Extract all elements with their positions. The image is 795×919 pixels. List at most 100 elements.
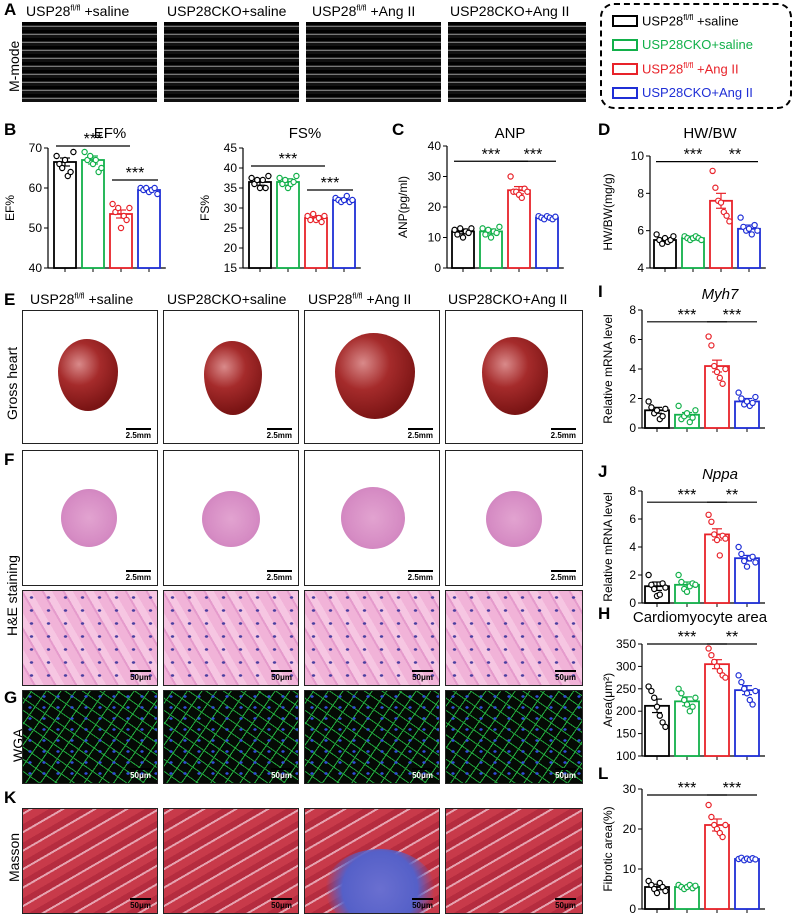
mmode-image-3 — [306, 22, 441, 102]
panel-label-b: B — [4, 120, 17, 139]
data-point — [59, 164, 66, 172]
chart-title: Cardiomyocyte area — [633, 609, 768, 626]
data-point — [126, 204, 133, 212]
y-tick-label: 20 — [224, 241, 238, 255]
y-tick-label: 60 — [29, 181, 43, 195]
data-point — [735, 543, 742, 551]
scale-bar: 2.5mm — [408, 570, 433, 582]
data-point — [738, 395, 745, 402]
data-point — [705, 801, 712, 809]
data-point — [751, 221, 758, 229]
data-point — [743, 690, 751, 697]
data-point — [307, 216, 314, 224]
scale-bar: 2.5mm — [267, 570, 292, 582]
data-point — [651, 694, 658, 701]
row-label-masson: Masson — [6, 832, 22, 882]
bar — [674, 700, 700, 757]
y-tick-label: 30 — [428, 170, 442, 184]
y-tick-label: 150 — [616, 727, 636, 741]
chart-title: HW/BW — [683, 125, 737, 142]
data-point — [321, 212, 328, 220]
chart-fibrotic: 0 10 20 30 Fibrotic area(%) *** *** — [601, 780, 765, 916]
y-tick-label: 0 — [629, 902, 636, 916]
data-point — [735, 672, 742, 679]
data-point — [738, 550, 745, 558]
data-point — [749, 553, 756, 561]
data-point — [67, 168, 74, 176]
he-section-image-3: 2.5mm — [304, 450, 440, 586]
y-axis-label: EF% — [3, 195, 17, 221]
chart-title: Myh7 — [702, 286, 739, 303]
data-point — [708, 518, 715, 526]
significance-label: ** — [729, 147, 741, 164]
legend-swatch-2 — [612, 38, 638, 51]
scale-bar: 2.5mm — [551, 428, 576, 440]
scale-bar: 50μm — [271, 898, 292, 910]
chart-title: EF% — [94, 125, 127, 142]
panel-label-j: J — [598, 462, 608, 481]
he-section-disk-2 — [202, 491, 260, 547]
legend-swatch-3 — [612, 62, 638, 75]
data-point — [496, 223, 503, 231]
data-point — [670, 233, 677, 240]
group-header-top-3: USP28fl/fl +Ang II — [312, 3, 416, 19]
data-point — [722, 821, 729, 829]
data-point — [686, 418, 694, 426]
data-point — [482, 231, 489, 238]
data-point — [281, 176, 289, 184]
data-point — [705, 645, 712, 652]
data-point — [262, 184, 269, 192]
wga-image-2: 50μm — [163, 690, 299, 784]
data-point — [645, 398, 652, 405]
data-point — [645, 683, 652, 690]
y-tick-label: 10 — [428, 231, 442, 245]
data-point — [454, 231, 461, 238]
panel-label-a: A — [4, 0, 17, 19]
data-point — [686, 707, 694, 715]
data-point — [716, 667, 724, 675]
data-point — [53, 152, 60, 160]
scale-bar: 50μm — [412, 768, 433, 780]
chart-title: ANP — [495, 125, 526, 142]
data-point — [683, 701, 691, 708]
heart-shape-1 — [58, 339, 118, 411]
he-histology-image-4: 50μm — [445, 590, 583, 686]
data-point — [465, 229, 472, 237]
panel-label-d: D — [598, 120, 611, 139]
data-point — [717, 199, 725, 206]
gross-heart-image-4: 2.5mm — [445, 310, 583, 444]
y-tick-label: 40 — [29, 261, 43, 275]
data-point — [479, 225, 486, 232]
y-tick-label: 2 — [629, 568, 636, 582]
scale-bar: 50μm — [130, 898, 151, 910]
scale-bar: 50μm — [412, 898, 433, 910]
scale-bar: 2.5mm — [126, 428, 151, 440]
data-point — [689, 414, 696, 421]
data-point — [743, 563, 751, 570]
scale-bar: 50μm — [271, 670, 292, 682]
y-axis-label: Relative mRNA level — [601, 314, 615, 423]
data-point — [648, 581, 655, 589]
data-point — [754, 227, 761, 234]
significance-label: ** — [726, 487, 738, 504]
chart-title: Nppa — [702, 466, 738, 483]
he-section-image-1: 2.5mm — [22, 450, 158, 586]
data-point — [740, 685, 748, 693]
data-point — [745, 225, 753, 233]
data-point — [698, 236, 705, 244]
panel-label-e: E — [4, 290, 16, 309]
data-point — [81, 148, 88, 156]
data-point — [117, 224, 125, 232]
heart-shape-3 — [335, 333, 415, 419]
data-point — [719, 380, 726, 387]
data-point — [749, 399, 756, 407]
bar — [248, 181, 272, 269]
y-axis-label: Fibrotic area(%) — [601, 806, 615, 891]
significance-label: *** — [723, 780, 742, 797]
wga-image-3: 50μm — [304, 690, 440, 784]
bar — [332, 199, 356, 269]
legend-swatch-1 — [612, 14, 638, 27]
data-point — [487, 234, 495, 241]
group-header-top-2: USP28CKO+saline — [167, 3, 287, 19]
